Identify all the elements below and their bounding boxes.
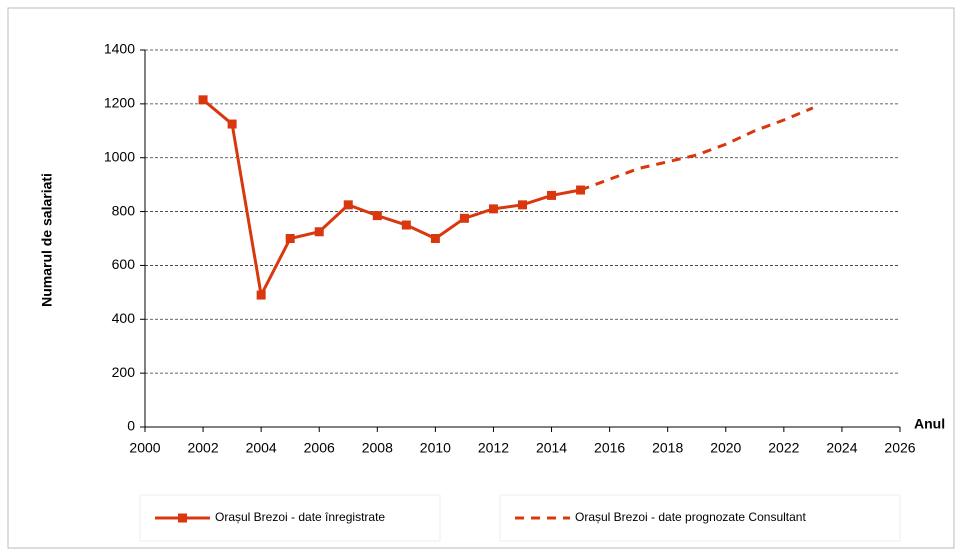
x-tick-label: 2018 (652, 440, 683, 456)
point-marker (285, 234, 295, 243)
x-tick-label: 2014 (536, 440, 567, 456)
x-tick-label: 2024 (826, 440, 857, 456)
point-marker (459, 213, 469, 223)
point-marker (372, 211, 382, 221)
x-tick-label: 2006 (304, 440, 335, 456)
x-tick-label: 2020 (710, 440, 741, 456)
series-line (202, 98, 581, 300)
point-marker (227, 119, 237, 129)
y-axis-title: Numarul de salariati (39, 173, 55, 307)
legend-label: Orașul Brezoi - date prognozate Consulta… (575, 510, 806, 524)
chart-frame (7, 7, 955, 549)
x-tick-label: 2010 (420, 440, 451, 456)
legend-marker (178, 513, 187, 523)
point-marker (518, 200, 527, 210)
x-axis-title: Anul (914, 416, 945, 432)
x-tick-label: 2026 (884, 440, 915, 456)
point-marker (314, 227, 324, 237)
y-tick-label: 1400 (104, 41, 135, 57)
x-tick-label: 2012 (478, 440, 509, 456)
x-tick-label: 2000 (129, 440, 160, 456)
x-tick-label: 2016 (594, 440, 625, 456)
x-tick-label: 2022 (768, 440, 799, 456)
y-tick-label: 200 (112, 364, 136, 380)
point-marker (547, 190, 557, 200)
legend-label: Orașul Brezoi - date înregistrate (215, 510, 385, 524)
point-marker (198, 95, 208, 105)
x-tick-label: 2008 (362, 440, 393, 456)
x-tick-label: 2002 (187, 440, 218, 456)
point-marker (401, 220, 411, 230)
point-marker (256, 290, 266, 300)
point-marker (430, 234, 440, 243)
y-tick-label: 0 (127, 418, 135, 434)
y-tick-label: 400 (112, 310, 136, 326)
y-tick-label: 1000 (104, 148, 135, 164)
y-tick-label: 600 (112, 256, 136, 272)
point-marker (343, 200, 353, 210)
point-marker (488, 204, 498, 214)
x-tick-label: 2004 (246, 440, 277, 456)
y-tick-label: 800 (112, 202, 136, 218)
y-tick-label: 1200 (104, 95, 135, 111)
